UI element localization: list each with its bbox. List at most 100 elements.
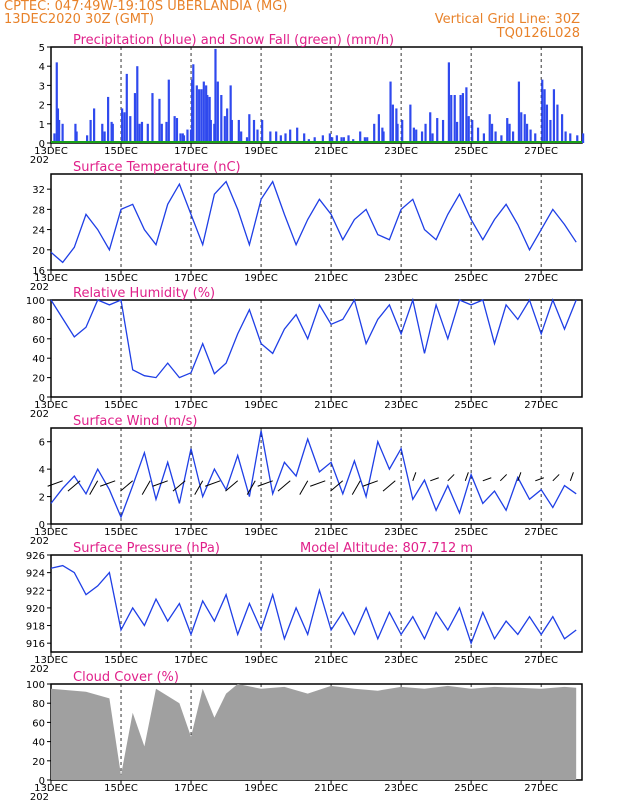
wind-panel-title: Surface Wind (m/s) (73, 414, 197, 429)
precip-bar (415, 129, 418, 143)
precip-bar (511, 131, 515, 143)
precip-bar (441, 119, 445, 143)
precip-bar (335, 135, 338, 143)
model-label: TQ0126L028 (496, 26, 580, 41)
rh-panel-title: Relative Humidity (%) (73, 286, 215, 301)
precip-bar (476, 127, 480, 143)
precip-bar (195, 85, 198, 143)
precip-bar (545, 104, 549, 143)
precip-bar (303, 133, 306, 143)
rh-ytick-label: 100 (26, 296, 45, 307)
precip-date-label: 21DEC (314, 146, 348, 157)
precip-bar (453, 95, 456, 143)
precip-bar (321, 135, 324, 143)
wind-ytick-label: 0 (39, 520, 45, 531)
precip-bar (151, 93, 154, 143)
rh-date-label: 15DEC (104, 400, 138, 411)
cloud-date-label: 19DEC (244, 783, 278, 794)
wind-arrow (412, 472, 417, 481)
precip-bar (182, 135, 186, 143)
temp-series-line (50, 180, 577, 264)
precip-date-label: 25DEC (454, 146, 488, 157)
precip-bar (208, 96, 211, 143)
rh-date-label: 19DEC (244, 400, 278, 411)
precip-bar (494, 131, 497, 143)
precip-bar (284, 133, 287, 143)
grid-line-label: Vertical Grid Line: 30Z (434, 12, 580, 27)
precip-bar (226, 108, 229, 143)
precip-bar (482, 133, 486, 143)
precip-bar (165, 121, 168, 143)
temp-year-fragment: 202 (30, 282, 49, 293)
precip-bar (467, 116, 470, 143)
precip-bar (56, 108, 60, 143)
temp-date-label: 15DEC (104, 273, 138, 284)
precip-bar (61, 123, 64, 143)
precip-bar (340, 137, 343, 143)
wind-date-label: 19DEC (244, 527, 278, 538)
precip-bar (93, 108, 96, 143)
wind-date-label: 15DEC (104, 527, 138, 538)
temp-date-label: 21DEC (314, 273, 348, 284)
precip-bar (58, 119, 61, 143)
wind-arrow (569, 472, 574, 481)
run-date-label: 13DEC2020 30Z (GMT) (4, 12, 155, 27)
rh-year-fragment: 202 (30, 409, 49, 420)
precip-bar (252, 119, 256, 143)
precip-bar (136, 66, 139, 143)
precip-bar (146, 123, 149, 143)
wind-ytick-label: 6 (39, 438, 45, 449)
cloud-ytick-label: 100 (26, 680, 45, 691)
press-ytick-label: 916 (26, 639, 45, 650)
precip-bar (205, 85, 208, 143)
cloud-date-label: 21DEC (314, 783, 348, 794)
wind-date-label: 25DEC (454, 527, 488, 538)
precip-bar (431, 133, 434, 143)
cloud-date-label: 13DEC (34, 783, 68, 794)
press-date-label: 19DEC (244, 655, 278, 666)
precip-bar (223, 116, 226, 143)
wind-arrow (382, 480, 396, 492)
rh-ytick-label: 80 (32, 315, 45, 326)
wind-arrow (205, 480, 221, 487)
wind-arrow (99, 480, 116, 487)
precip-bar (269, 131, 272, 143)
wind-arrow (89, 480, 99, 495)
wind-arrow (482, 477, 492, 482)
precip-bar (237, 119, 240, 143)
press-date-label: 23DEC (384, 655, 418, 666)
press-date-label: 21DEC (314, 655, 348, 666)
precip-bar (230, 119, 233, 143)
precip-bar (582, 133, 585, 143)
cloud-panel-title: Cloud Cover (%) (73, 670, 179, 685)
wind-arrow (430, 477, 439, 482)
precip-bar (465, 87, 468, 143)
temp-date-label: 19DEC (244, 273, 278, 284)
wind-arrow (120, 480, 134, 492)
precip-bar (366, 137, 369, 143)
precip-date-label: 19DEC (244, 146, 278, 157)
precip-bar (523, 114, 526, 143)
precip-bar (296, 127, 299, 143)
precip-bar (500, 135, 503, 143)
precip-bar (123, 112, 126, 143)
precip-bar (175, 118, 179, 143)
rh-date-label: 17DEC (174, 400, 208, 411)
precip-bar (125, 73, 128, 143)
precip-bar (138, 123, 141, 143)
precip-bar (206, 95, 209, 143)
press-ytick-label: 926 (26, 551, 45, 562)
wind-arrow (330, 480, 344, 492)
precip-bar (576, 135, 579, 143)
precip-bar (140, 121, 144, 143)
wind-arrow (194, 480, 204, 495)
temp-date-label: 17DEC (174, 273, 208, 284)
precip-bar (490, 123, 494, 143)
station-label: CPTEC: 047:49W-19:10S UBERLANDIA (MG) (4, 0, 288, 14)
precip-bar (508, 123, 511, 143)
precip-bar (424, 123, 427, 143)
precip-ytick-label: 5 (39, 43, 45, 54)
precip-bar (103, 131, 106, 143)
precip-bar (275, 131, 278, 143)
precip-bar (209, 119, 212, 143)
